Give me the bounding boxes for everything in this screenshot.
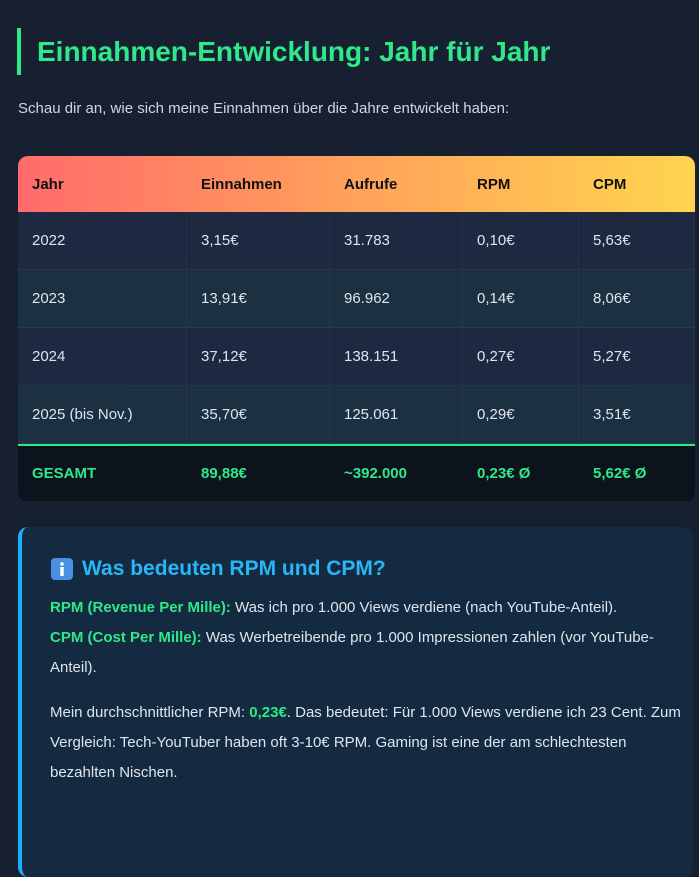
cpm-label: CPM (Cost Per Mille): <box>50 629 202 646</box>
column-header: Einnahmen <box>201 175 282 193</box>
avg-after: . Das bedeutet: Für 1.000 Views verdiene… <box>50 704 681 781</box>
info-title: Was bedeuten RPM und CPM? <box>82 557 386 580</box>
avg-value: 0,23€ <box>249 704 287 721</box>
table-cell: 138.151 <box>330 328 463 386</box>
total-row: GESAMT 89,88€ ~392.000 0,23€ Ø 5,62€ Ø <box>18 444 695 502</box>
table-cell: 2022 <box>18 212 187 270</box>
table-cell: 35,70€ <box>187 386 330 444</box>
table-cell: 31.783 <box>330 212 463 270</box>
total-cell: 5,62€ Ø <box>579 444 695 502</box>
column-header: Jahr <box>32 175 64 193</box>
heading: Einnahmen-Entwicklung: Jahr für Jahr <box>17 28 550 75</box>
table-cell: 8,06€ <box>579 270 695 328</box>
column-header: RPM <box>477 175 511 193</box>
table-cell: 13,91€ <box>187 270 330 328</box>
avg-before: Mein durchschnittlicher RPM: <box>50 704 246 721</box>
table-cell: 3,51€ <box>579 386 695 444</box>
rpm-label: RPM (Revenue Per Mille): <box>50 599 231 616</box>
page: Einnahmen-Entwicklung: Jahr für Jahr Sch… <box>17 28 695 877</box>
header-row: Jahr Einnahmen Aufrufe RPM CPM <box>18 156 695 212</box>
table-cell: 5,27€ <box>579 328 695 386</box>
table-cell: 2025 (bis Nov.) <box>18 386 187 444</box>
total-cell: GESAMT <box>18 444 187 502</box>
column-header: CPM <box>593 175 627 193</box>
table-cell: 2024 <box>18 328 187 386</box>
table-cell: 0,14€ <box>463 270 579 328</box>
table-row: 2022 3,15€ 31.783 0,10€ 5,63€ <box>18 212 695 270</box>
table-cell: 125.061 <box>330 386 463 444</box>
info-icon <box>51 558 73 580</box>
table-row: 2024 37,12€ 138.151 0,27€ 5,27€ <box>18 328 695 386</box>
table-cell: 0,10€ <box>463 212 579 270</box>
info-box: Was bedeuten RPM und CPM? RPM (Revenue P… <box>18 527 693 877</box>
definitions: RPM (Revenue Per Mille): Was ich pro 1.0… <box>50 593 693 683</box>
table-cell: 37,12€ <box>187 328 330 386</box>
column-header: Aufrufe <box>344 175 398 193</box>
table-cell: 2023 <box>18 270 187 328</box>
table-cell: 96.962 <box>330 270 463 328</box>
table-row: 2023 13,91€ 96.962 0,14€ 8,06€ <box>18 270 695 328</box>
table-cell: 0,27€ <box>463 328 579 386</box>
table-cell: 0,29€ <box>463 386 579 444</box>
total-cell: ~392.000 <box>330 444 463 502</box>
total-cell: 89,88€ <box>187 444 330 502</box>
table-row: 2025 (bis Nov.) 35,70€ 125.061 0,29€ 3,51€ <box>18 386 695 444</box>
rpm-text: Was ich pro 1.000 Views verdiene (nach Y… <box>235 599 618 616</box>
average-note: Mein durchschnittlicher RPM: 0,23€. Das … <box>50 698 693 788</box>
earnings-table: Jahr Einnahmen Aufrufe RPM CPM 2022 3,15€ 31.7… <box>18 156 695 502</box>
table-cell: 5,63€ <box>579 212 695 270</box>
cpm-text: Was Werbetreibende pro 1.000 Impressione… <box>50 629 654 676</box>
intro: Schau dir an, wie sich meine Einnahmen ü… <box>18 100 510 117</box>
table-cell: 3,15€ <box>187 212 330 270</box>
total-cell: 0,23€ Ø <box>463 444 579 502</box>
info-heading: Was bedeuten RPM und CPM? <box>50 557 693 581</box>
